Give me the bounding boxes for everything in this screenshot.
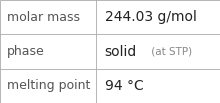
Text: 94 °C: 94 °C — [104, 79, 143, 93]
Text: 244.03 g/mol: 244.03 g/mol — [104, 10, 196, 24]
Text: molar mass: molar mass — [7, 11, 80, 24]
Text: phase: phase — [7, 45, 44, 58]
Text: melting point: melting point — [7, 79, 90, 92]
Text: solid: solid — [104, 44, 137, 59]
Text: (at STP): (at STP) — [148, 46, 192, 57]
